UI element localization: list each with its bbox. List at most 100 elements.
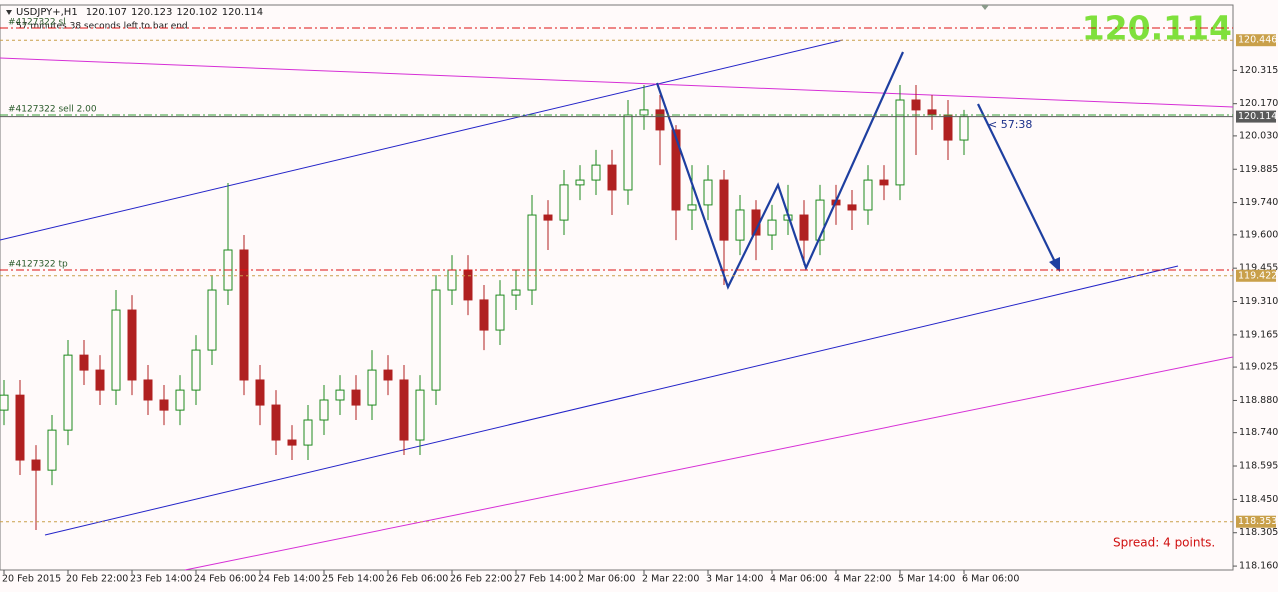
y-tick-label: 120.315 [1239,65,1278,76]
candle-body [943,114,953,141]
plot-frame [0,4,1234,571]
candle-body [495,294,505,331]
x-tick-label: 4 Mar 06:00 [770,574,827,585]
candle-body [527,214,537,291]
header: USDJPY+,H1 120.107 120.123 120.102 120.114 5… [6,7,263,32]
candle-body [799,214,809,241]
y-tick-label: 119.740 [1239,197,1278,208]
shift-marker[interactable] [981,5,989,10]
trend-channel-upper [0,39,844,241]
trend-channel-lower [44,265,1179,536]
level-label: 119.422 [1238,270,1277,281]
level-label: 120.114 [1238,111,1277,122]
candle-body [0,394,9,411]
pattern [655,51,1060,290]
x-tick-label: 26 Feb 06:00 [386,574,448,585]
order-label: #4127322 sl [8,18,66,28]
candle-body [719,179,729,241]
candle-body [287,439,297,446]
candle-body [543,214,553,221]
y-tick-label: 119.310 [1239,296,1278,307]
candle-body [927,109,937,116]
candle-body [335,389,345,401]
candle-body [175,389,185,411]
zigzag-pattern [655,51,905,290]
candle-body [639,109,649,116]
y-tick-label: 119.885 [1239,164,1278,175]
candle-body [687,204,697,211]
candle-body [191,349,201,391]
level-badge [1236,110,1276,123]
candle-body [847,204,857,211]
order-label: #4127322 sell 2.00 [8,104,97,114]
x-tick-label: 20 Feb 2015 [2,574,61,585]
magenta-line-upper [0,57,1234,108]
candle-body [47,429,57,471]
candle-body [111,309,121,391]
candle-body [575,179,585,186]
candle-body [879,179,889,186]
candle-body [671,129,681,211]
candle-body [703,179,713,206]
collapse-arrow[interactable] [6,10,12,15]
y-tick-label: 118.450 [1239,494,1278,505]
y-tick-label: 118.880 [1239,395,1278,406]
candle-body [863,179,873,211]
candle-body [463,269,473,301]
candle-body [959,116,969,141]
y-tick-label: 119.165 [1239,329,1278,340]
bar-countdown: < 57:38 [988,118,1032,131]
drawings [0,39,1234,571]
candle-body [911,99,921,111]
candle-body [319,399,329,421]
y-tick-label: 120.170 [1239,98,1278,109]
level-label: 118.353 [1238,516,1277,527]
candle-body [559,184,569,221]
x-tick-label: 3 Mar 14:00 [706,574,763,585]
candle-body [415,389,425,441]
candle-body [399,379,409,441]
candle-body [655,109,665,131]
level-badge [1236,515,1276,528]
candle-body [591,164,601,181]
y-tick-label: 118.740 [1239,427,1278,438]
candle-body [895,99,905,186]
high-price: 120.123 [131,7,172,18]
candle-body [15,394,25,461]
candle-body [207,289,217,351]
x-tick-label: 5 Mar 14:00 [898,574,955,585]
close-price: 120.114 [222,7,263,18]
candle-body [351,389,361,406]
x-tick-label: 4 Mar 22:00 [834,574,891,585]
symbol: USDJPY+,H1 [16,7,78,18]
x-tick-label: 24 Feb 06:00 [194,574,256,585]
open-price: 120.107 [86,7,127,18]
candle-body [607,164,617,191]
candle-body [735,209,745,241]
candle-body [127,309,137,381]
candle-body [271,404,281,441]
candle-body [431,289,441,391]
candle-body [143,379,153,401]
level-badge [1236,34,1276,47]
candle-body [63,354,73,431]
candle-body [79,354,89,371]
x-tick-label: 6 Mar 06:00 [962,574,1019,585]
candle-body [95,369,105,391]
x-tick-label: 20 Feb 22:00 [66,574,128,585]
candle-body [447,269,457,291]
x-tick-label: 26 Feb 22:00 [450,574,512,585]
candle-body [31,459,41,471]
y-tick-label: 119.025 [1239,362,1278,373]
candle-body [511,289,521,296]
header-info: USDJPY+,H1 120.107 120.123 120.102 120.114 [16,7,263,18]
candle-body [767,219,777,236]
x-tick-label: 2 Mar 22:00 [642,574,699,585]
y-tick-label: 119.455 [1239,263,1278,274]
candles [0,85,969,530]
candle-body [367,369,377,406]
y-tick-label: 120.030 [1239,130,1278,141]
candle-body [479,299,489,331]
y-tick-label: 118.305 [1239,527,1278,538]
